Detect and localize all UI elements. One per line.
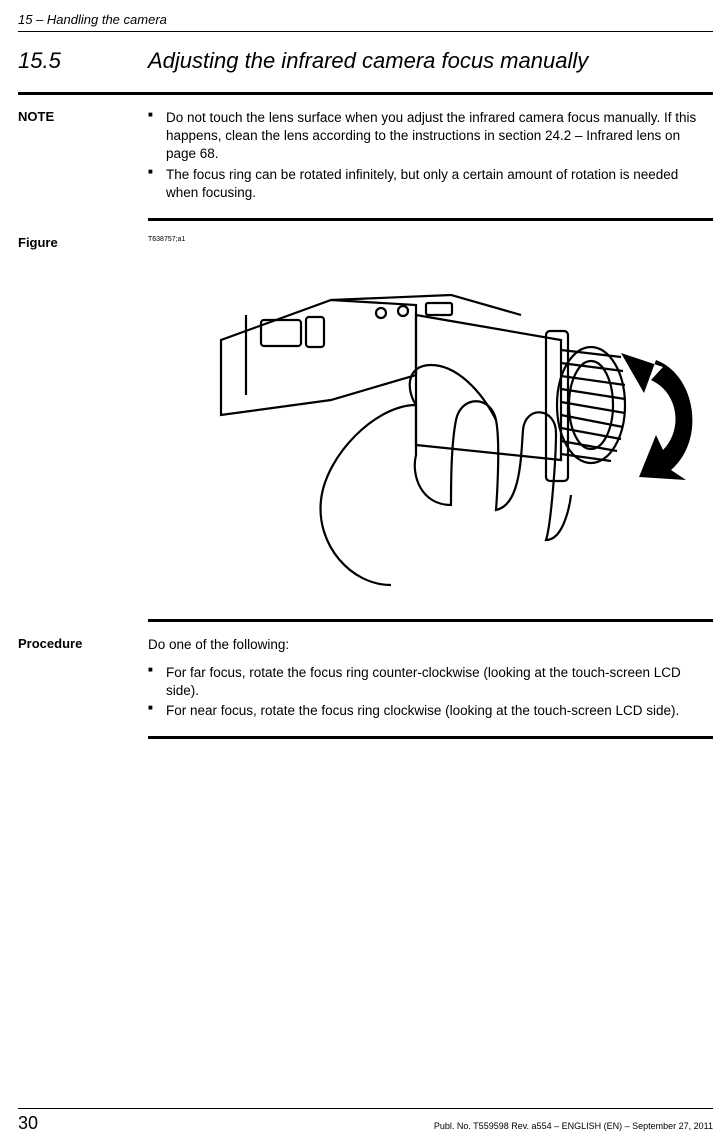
note-item: The focus ring can be rotated infinitely… xyxy=(148,166,713,202)
note-row: NOTE Do not touch the lens surface when … xyxy=(18,95,713,204)
procedure-list: For far focus, rotate the focus ring cou… xyxy=(148,664,713,721)
note-list: Do not touch the lens surface when you a… xyxy=(148,109,713,202)
procedure-item: For far focus, rotate the focus ring cou… xyxy=(148,664,713,700)
procedure-row: Procedure Do one of the following: For f… xyxy=(18,622,713,723)
section-title: Adjusting the infrared camera focus manu… xyxy=(148,48,588,74)
page-number: 30 xyxy=(18,1113,38,1134)
procedure-intro: Do one of the following: xyxy=(148,636,713,654)
section-number: 15.5 xyxy=(18,48,148,74)
procedure-label: Procedure xyxy=(18,636,148,723)
section-header: 15.5 Adjusting the infrared camera focus… xyxy=(18,32,713,95)
note-label: NOTE xyxy=(18,109,148,204)
figure-label: Figure xyxy=(18,235,148,604)
figure-code: T638757;a1 xyxy=(148,235,713,244)
procedure-item: For near focus, rotate the focus ring cl… xyxy=(148,702,713,720)
page-footer: 30 Publ. No. T559598 Rev. a554 – ENGLISH… xyxy=(18,1108,713,1134)
chapter-header: 15 – Handling the camera xyxy=(18,12,713,32)
divider xyxy=(148,736,713,739)
publication-info: Publ. No. T559598 Rev. a554 – ENGLISH (E… xyxy=(434,1121,713,1131)
figure-row: Figure T638757;a1 xyxy=(18,221,713,604)
figure-image xyxy=(148,245,713,605)
note-item: Do not touch the lens surface when you a… xyxy=(148,109,713,164)
